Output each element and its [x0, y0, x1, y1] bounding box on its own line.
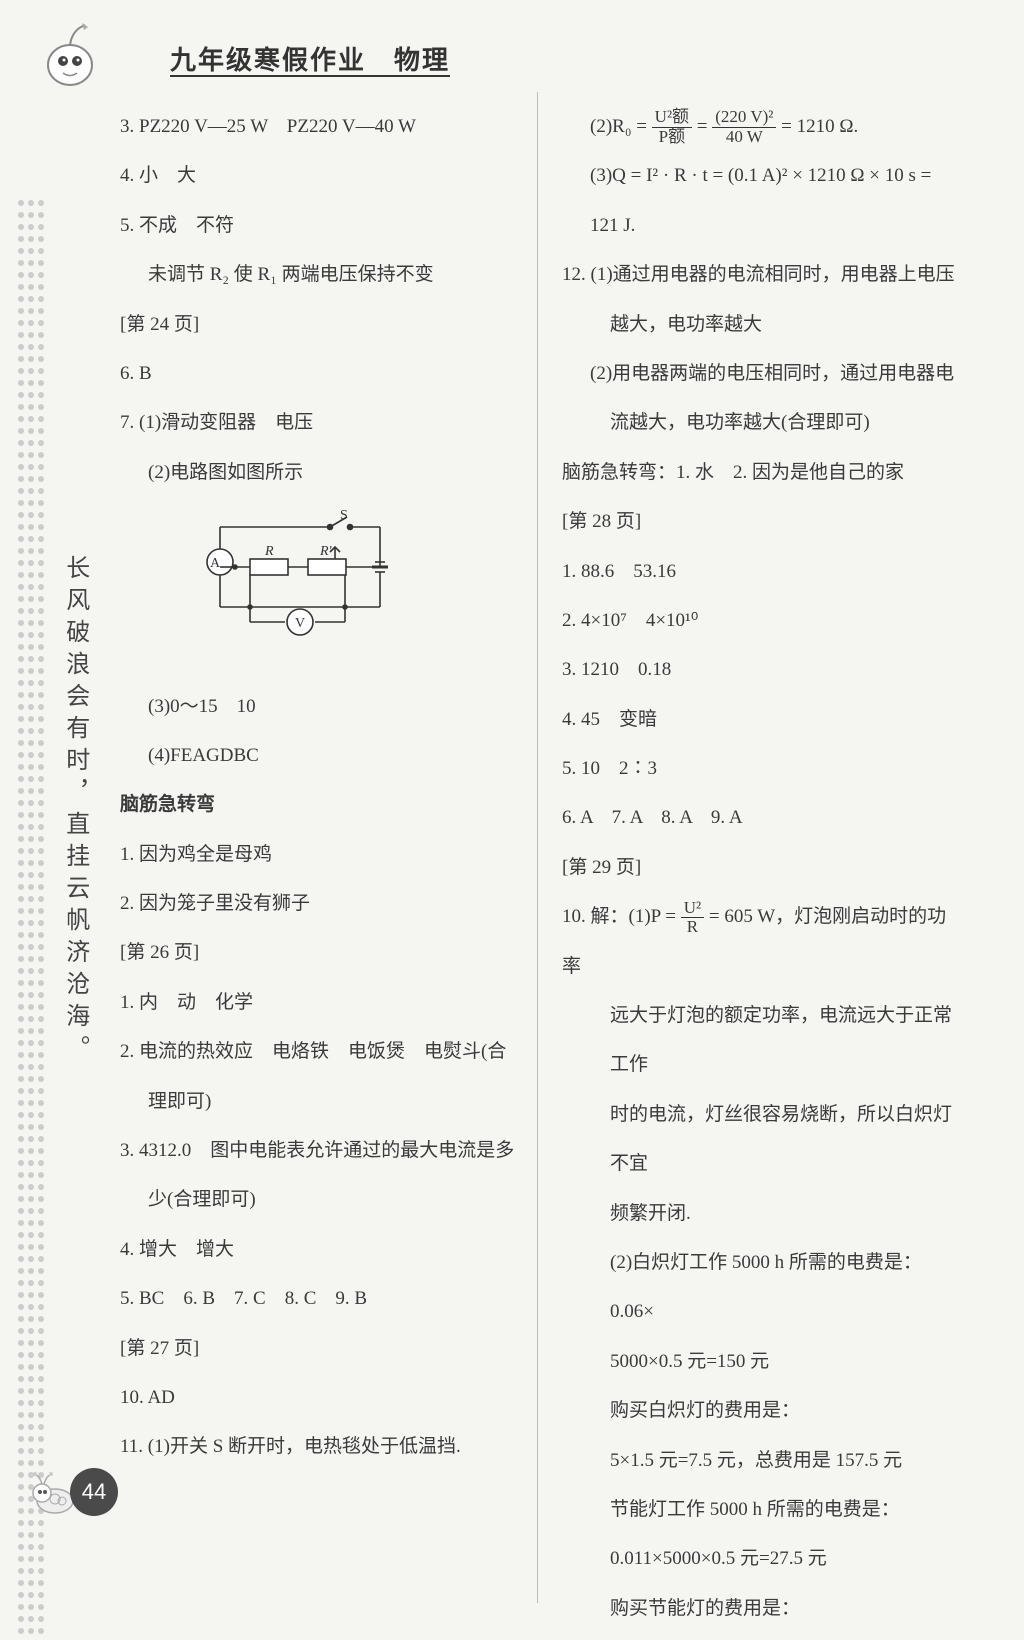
page-ref: [第 24 页] — [120, 300, 522, 349]
answer-line: 节能灯工作 5000 h 所需的电费是： — [562, 1485, 964, 1534]
answer-line: 时的电流，灯丝很容易烧断，所以白炽灯不宜 — [562, 1090, 964, 1189]
answer-line: (2)白炽灯工作 5000 h 所需的电费是：0.06× — [562, 1238, 964, 1337]
answer-line: 2. 因为笼子里没有狮子 — [120, 879, 522, 928]
answer-line: 理即可) — [120, 1077, 522, 1126]
page-ref: [第 29 页] — [562, 843, 964, 892]
svg-text:V: V — [295, 616, 305, 631]
answer-line: 远大于灯泡的额定功率，电流远大于正常工作 — [562, 991, 964, 1090]
svg-text:R': R' — [319, 544, 333, 559]
answer-line: 5×1.5 元=7.5 元，总费用是 157.5 元 — [562, 1436, 964, 1485]
answer-line: 5. 10 2∶3 — [562, 744, 964, 793]
answer-line: 1. 因为鸡全是母鸡 — [120, 830, 522, 879]
answer-line: 3. 4312.0 图中电能表允许通过的最大电流是多 — [120, 1126, 522, 1175]
left-column: 3. PZ220 V—25 W PZ220 V—40 W 4. 小 大 5. 不… — [110, 102, 522, 1633]
answer-line: 1. 88.6 53.16 — [562, 547, 964, 596]
answer-line: 1. 内 动 化学 — [120, 978, 522, 1027]
answer-line: 3. 1210 0.18 — [562, 645, 964, 694]
answer-line: (2)电路图如图所示 — [120, 448, 522, 497]
answer-line: 6. B — [120, 349, 522, 398]
answer-line: 3. PZ220 V—25 W PZ220 V—40 W — [120, 102, 522, 151]
answer-line: 5000×0.5 元=150 元 — [562, 1337, 964, 1386]
answer-line: 11. (1)开关 S 断开时，电热毯处于低温挡. — [120, 1422, 522, 1471]
formula-line: (2)R₀ = U²额P额 = (220 V)²40 W = 1210 Ω. — [562, 102, 964, 151]
answer-line: 2. 电流的热效应 电烙铁 电饭煲 电熨斗(合 — [120, 1027, 522, 1076]
answer-line: 7. (1)滑动变阻器 电压 — [120, 398, 522, 447]
answer-line: 越大，电功率越大 — [562, 300, 964, 349]
formula-line: 10. 解：(1)P = U²R = 605 W，灯泡刚启动时的功率 — [562, 892, 964, 991]
page-title: 九年级寒假作业 物理 — [170, 46, 450, 75]
formula-line: (3)Q = I² · R · t = (0.1 A)² × 1210 Ω × … — [562, 151, 964, 200]
answer-line: 购买节能灯的费用是： — [562, 1584, 964, 1633]
column-divider — [537, 92, 538, 1603]
answer-line: (3)0～15 10 — [120, 682, 522, 731]
svg-text:A: A — [210, 556, 221, 571]
answer-line: 5. 不成 不符 — [120, 201, 522, 250]
svg-text:R: R — [264, 544, 274, 559]
circuit-diagram-icon: S A R R' V — [180, 507, 522, 666]
answer-line: 频繁开闭. — [562, 1189, 964, 1238]
svg-text:S: S — [340, 508, 348, 523]
answer-line: 脑筋急转弯：1. 水 2. 因为是他自己的家 — [562, 448, 964, 497]
answer-line: 5. BC 6. B 7. C 8. C 9. B — [120, 1274, 522, 1323]
vertical-poem: 长风破浪会有时，直挂云帆济沧海。 — [60, 555, 89, 1067]
section-heading: 脑筋急转弯 — [120, 780, 522, 829]
answer-line: 4. 增大 增大 — [120, 1225, 522, 1274]
formula-line: 121 J. — [562, 201, 964, 250]
answer-line: 购买白炽灯的费用是： — [562, 1386, 964, 1435]
answer-line: 未调节 R₂ 使 R₁ 两端电压保持不变 — [120, 250, 522, 299]
dot-pattern — [18, 200, 48, 1640]
page-header: 九年级寒假作业 物理 — [170, 40, 964, 77]
answer-line: 6. A 7. A 8. A 9. A — [562, 793, 964, 842]
right-column: (2)R₀ = U²额P额 = (220 V)²40 W = 1210 Ω. (… — [552, 102, 964, 1633]
side-decoration: 长风破浪会有时，直挂云帆济沧海。 — [10, 0, 80, 1551]
answer-line: (2)用电器两端的电压相同时，通过用电器电 — [562, 349, 964, 398]
answer-line: 4. 小 大 — [120, 151, 522, 200]
answer-line: 少(合理即可) — [120, 1175, 522, 1224]
answer-line: 12. (1)通过用电器的电流相同时，用电器上电压 — [562, 250, 964, 299]
answer-line: 2. 4×10⁷ 4×10¹⁰ — [562, 596, 964, 645]
page-ref: [第 26 页] — [120, 928, 522, 977]
mascot-top-icon — [30, 15, 110, 100]
answer-line: (4)FEAGDBC — [120, 731, 522, 780]
page-ref: [第 28 页] — [562, 497, 964, 546]
answer-line: 流越大，电功率越大(合理即可) — [562, 398, 964, 447]
answer-line: 10. AD — [120, 1373, 522, 1422]
page-ref: [第 27 页] — [120, 1324, 522, 1373]
answer-line: 4. 45 变暗 — [562, 695, 964, 744]
answer-line: 0.011×5000×0.5 元=27.5 元 — [562, 1534, 964, 1583]
